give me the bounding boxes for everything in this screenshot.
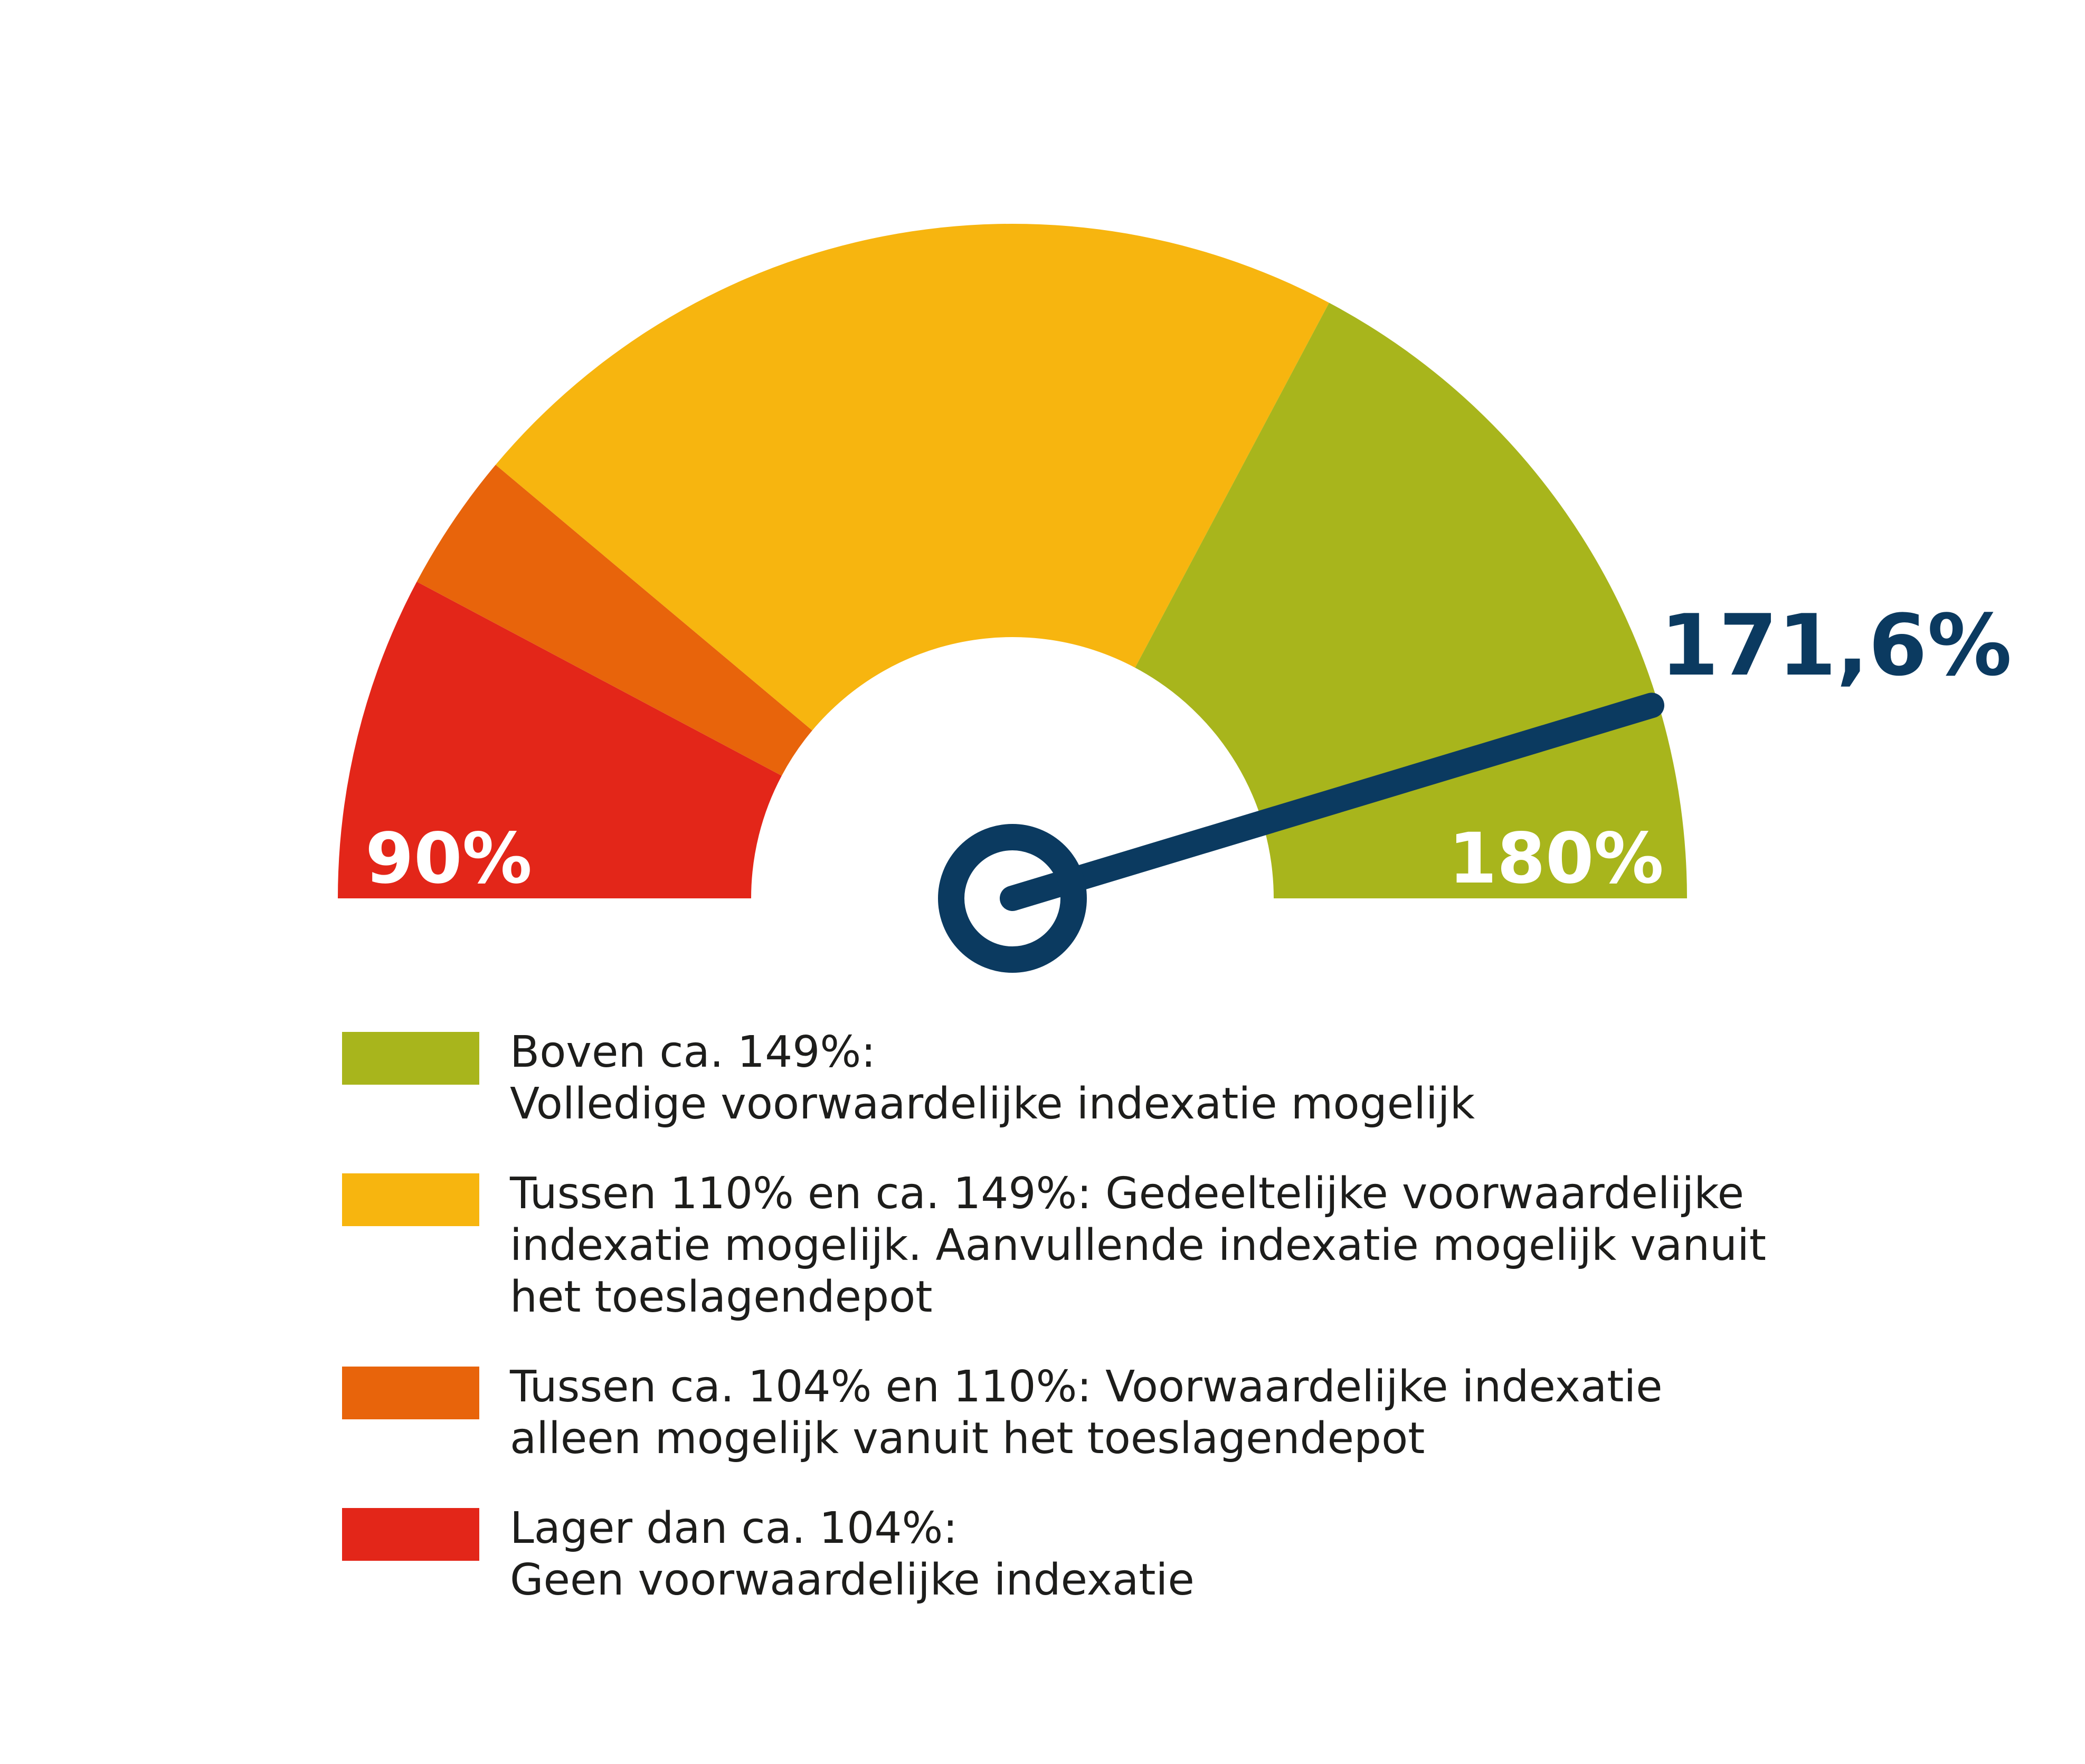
- legend-swatch-orange: [342, 1367, 479, 1419]
- legend-swatch-red: [342, 1508, 479, 1561]
- legend-item-below-104: Lager dan ca. 104%: Geen voorwaardelijke…: [342, 1503, 1978, 1606]
- legend-label: Boven ca. 149%: Volledige voorwaardelijk…: [510, 1027, 1475, 1129]
- legend-label: Tussen ca. 104% en 110%: Voorwaardelijke…: [510, 1362, 1663, 1464]
- gauge-needle: [1000, 693, 1665, 911]
- legend-swatch-green: [342, 1032, 479, 1085]
- gauge-value-label: 171,6%: [1660, 596, 2012, 695]
- legend-item-104-110: Tussen ca. 104% en 110%: Voorwaardelijke…: [342, 1361, 1978, 1465]
- legend-swatch-yellow: [342, 1173, 479, 1226]
- legend-item-above-149: Boven ca. 149%: Volledige voorwaardelijk…: [342, 1027, 1978, 1130]
- gauge-band-0: [338, 582, 782, 898]
- gauge-min-label: 90%: [365, 818, 532, 899]
- gauge-chart: 90% 180% 171,6%: [338, 223, 2012, 973]
- gauge-band-1: [416, 464, 812, 776]
- legend-item-110-149: Tussen 110% en ca. 149%: Gedeeltelijke v…: [342, 1168, 1978, 1323]
- gauge-max-label: 180%: [1448, 818, 1664, 899]
- legend-label: Lager dan ca. 104%: Geen voorwaardelijke…: [510, 1503, 1195, 1605]
- legend: Boven ca. 149%: Volledige voorwaardelijk…: [342, 1027, 1978, 1644]
- legend-label: Tussen 110% en ca. 149%: Gedeeltelijke v…: [510, 1169, 1767, 1322]
- gauge-needle-hub: [938, 824, 1087, 973]
- gauge-bands: [338, 223, 1687, 898]
- gauge-band-2: [495, 223, 1329, 731]
